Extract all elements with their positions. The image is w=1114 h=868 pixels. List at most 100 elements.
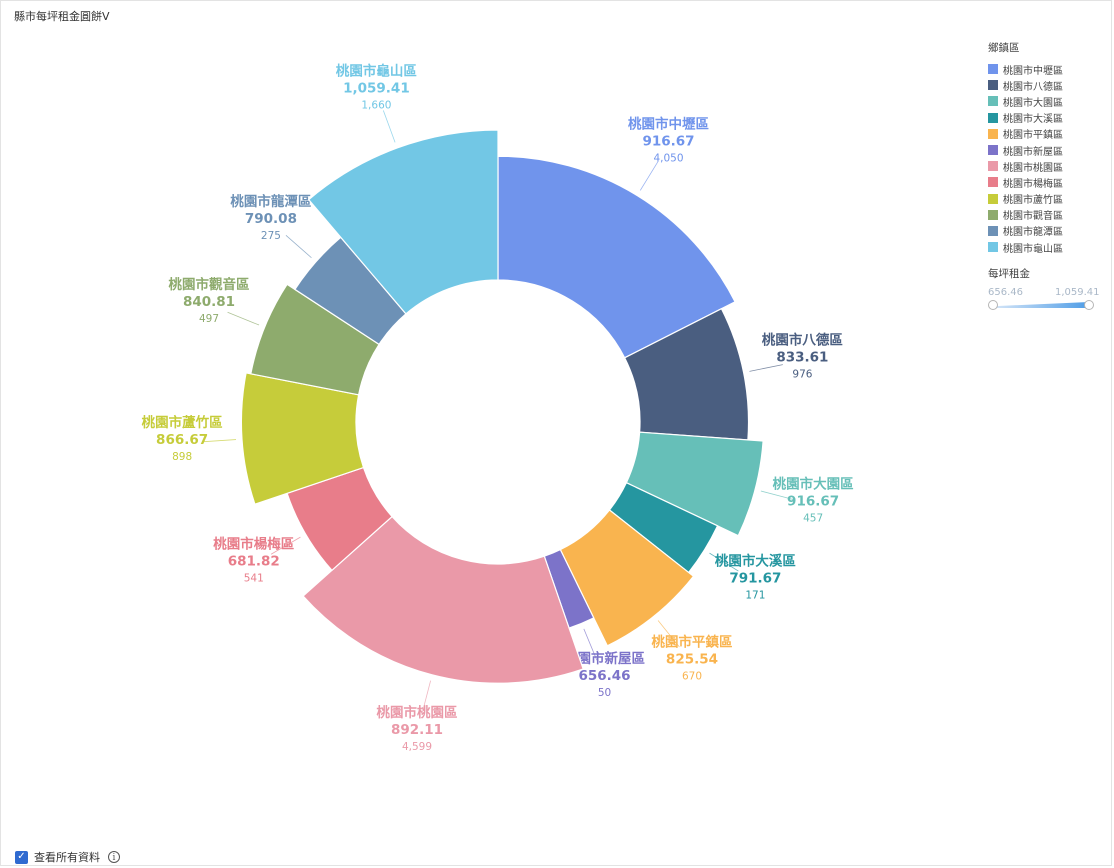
slice-count-label: 497 [199,313,219,325]
slice-count-label: 457 [803,513,823,525]
label-connector [270,536,301,555]
slice-value-label: 916.67 [642,133,694,149]
slice-桃園市龜山區[interactable] [307,129,499,315]
label-connector [749,364,783,372]
legend-item[interactable]: 桃園市平鎮區 [988,126,1108,142]
legend-label: 桃園市中壢區 [1003,65,1063,77]
legend-label: 桃園市觀音區 [1003,211,1063,223]
range-handle-max[interactable] [1084,300,1094,310]
range-slider-track[interactable] [993,302,1089,308]
legend-swatch [988,64,998,75]
legend-label: 桃園市桃園區 [1003,162,1063,174]
legend-swatch [988,112,998,123]
legend-label: 桃園市平鎮區 [1003,130,1063,142]
legend-item[interactable]: 桃園市蘆竹區 [988,191,1108,207]
range-handle-min[interactable] [988,300,998,310]
legend-label: 桃園市蘆竹區 [1003,195,1063,207]
slice-桃園市大園區[interactable] [625,431,764,537]
footer: ✓ 查看所有資料 i [15,849,120,865]
chart-title: 縣市每坪租金圓餅V [14,10,110,23]
slice-value-label: 892.11 [391,722,443,738]
slice-value-label: 790.08 [245,211,297,227]
legend-swatch [988,177,998,188]
legend-swatch [988,128,998,139]
legend-swatch [988,242,998,253]
info-icon[interactable]: i [108,851,120,863]
slice-count-label: 898 [172,451,192,463]
legend-label: 桃園市龜山區 [1003,243,1063,255]
slice-name-label: 桃園市龜山區 [336,63,417,80]
slice-桃園市蘆竹區[interactable] [240,372,365,506]
legend: 鄉鎮區 桃園市中壢區 桃園市八德區 桃園市大園區桃園市大溪區 桃園市平鎮區 桃園市新屋區… [988,40,1108,255]
legend-swatch [988,161,998,172]
slice-name-label: 桃園市八德區 [762,332,843,349]
legend-item[interactable]: 桃園市龍潭區 [988,223,1108,239]
legend-item[interactable]: 桃園市桃園區 [988,158,1108,174]
label-connector [760,490,794,501]
slice-value-label: 916.67 [787,494,839,510]
view-all-data-checkbox[interactable]: ✓ [15,850,28,864]
slice-name-label: 桃園市觀音區 [169,276,250,293]
slice-name-label: 桃園市新屋區 [564,650,645,667]
slice-name-label: 桃園市蘆竹區 [142,414,223,431]
legend-label: 桃園市龍潭區 [1003,227,1063,239]
slice-name-label: 桃園市桃園區 [377,704,458,721]
slice-count-label: 50 [598,687,611,699]
slice-name-label: 桃園市龍潭區 [230,193,311,210]
label-connector [709,552,739,572]
slice-value-label: 866.67 [156,432,208,448]
slice-count-label: 1,660 [361,100,391,112]
slice-value-label: 1,059.41 [343,81,410,97]
slice-count-label: 541 [244,572,264,584]
slice-桃園市中壢區[interactable] [497,155,736,359]
legend-item[interactable]: 桃園市楊梅區 [988,174,1108,190]
label-connector [639,161,659,191]
legend-item[interactable]: 桃園市龜山區 [988,239,1108,255]
legend-title: 鄉鎮區 [988,42,1020,54]
legend-label: 桃園市新屋區 [1003,146,1063,158]
label-connector [583,628,598,661]
range-max-label: 1,059.41 [1055,287,1100,298]
slice-桃園市平鎮區[interactable] [559,509,695,647]
slice-name-label: 桃園市平鎮區 [651,634,732,651]
slice-value-label: 681.82 [228,553,280,569]
legend-item[interactable]: 桃園市大溪區 [988,110,1108,126]
legend-item[interactable]: 桃園市觀音區 [988,207,1108,223]
slice-count-label: 275 [261,230,281,242]
legend-item[interactable]: 桃園市大園區 [988,93,1108,109]
slice-count-label: 171 [745,590,765,602]
legend-item[interactable]: 桃園市八德區 [988,77,1108,93]
slice-count-label: 4,050 [653,152,683,164]
slice-name-label: 桃園市大園區 [773,476,854,493]
slice-value-label: 825.54 [666,652,718,668]
label-connector [382,110,396,143]
slice-桃園市觀音區[interactable] [250,283,380,396]
slice-value-label: 833.61 [776,350,828,366]
legend-label: 桃園市八德區 [1003,81,1063,93]
slice-name-label: 桃園市楊梅區 [213,535,294,552]
legend-swatch [988,80,998,91]
range-filter-title: 每坪租金 [988,268,1030,280]
slice-value-label: 791.67 [729,571,781,587]
legend-item[interactable]: 桃園市中壢區 [988,61,1108,77]
label-connector [202,439,237,443]
slice-count-label: 976 [792,369,812,381]
view-all-data-label[interactable]: 查看所有資料 [34,851,100,864]
range-min-label: 656.46 [988,287,1023,298]
label-connector [421,680,432,714]
label-connector [227,311,260,326]
legend-item[interactable]: 桃園市新屋區 [988,142,1108,158]
legend-swatch [988,193,998,204]
slice-桃園市桃園區[interactable] [302,515,584,684]
slice-value-label: 840.81 [183,294,235,310]
legend-label: 桃園市楊梅區 [1003,178,1063,190]
legend-items: 桃園市中壢區 桃園市八德區 桃園市大園區桃園市大溪區 桃園市平鎮區 桃園市新屋區 桃園市桃… [988,61,1108,255]
legend-swatch [988,209,998,220]
legend-label: 桃園市大溪區 [1003,114,1063,126]
slice-value-label: 656.46 [578,668,630,684]
slice-name-label: 桃園市大溪區 [715,553,796,570]
legend-swatch [988,96,998,107]
slice-count-label: 670 [682,671,702,683]
